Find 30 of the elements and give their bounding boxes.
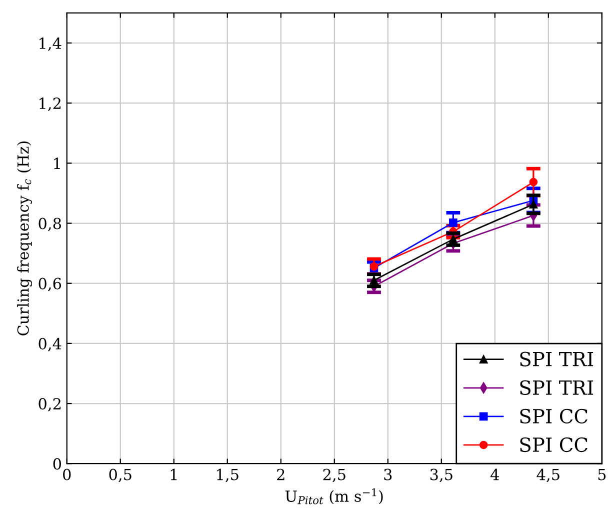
- point: [529, 200, 538, 208]
- y-tick-label: 0,8: [38, 218, 61, 232]
- x-tick-label: 4: [490, 468, 500, 480]
- x-tick-label: 4,5: [536, 468, 560, 482]
- x-tick-label: 2,5: [323, 468, 346, 482]
- x-tick-label: 0,5: [109, 468, 132, 482]
- point: [449, 218, 458, 227]
- y-tick-label: 0,4: [38, 338, 62, 352]
- y-tick-label: 1: [54, 158, 60, 169]
- point: [370, 276, 378, 285]
- legend-label: SPI TRI: [520, 380, 594, 395]
- y-tick-label: 0: [53, 458, 62, 470]
- y-tick-label: 0,2: [38, 398, 61, 412]
- x-axis-title: U$_{Pitot}$ (m s$^{−1}$): [285, 488, 383, 504]
- x-tick-label: 1: [170, 468, 177, 480]
- x-tick-label: 0: [63, 468, 71, 480]
- y-tick-label: 1,4: [40, 37, 62, 51]
- y-tick-label: 1,2: [40, 98, 61, 111]
- legend-label: SPI CC: [520, 437, 588, 452]
- y-tick-label: 0,6: [38, 278, 62, 292]
- legend-label: SPI CC: [520, 408, 588, 424]
- y-axis-title: Curling frequency f$_{c}$ (Hz): [17, 142, 32, 336]
- x-tick-label: 3: [384, 468, 392, 480]
- point: [529, 178, 538, 186]
- x-tick-label: 2: [277, 468, 284, 480]
- legend-label: SPI TRI: [520, 352, 594, 366]
- x-tick-label: 3,5: [430, 468, 452, 482]
- point: [449, 235, 458, 244]
- x-tick-label: 5: [598, 468, 606, 480]
- x-tick-label: 1,5: [217, 468, 238, 482]
